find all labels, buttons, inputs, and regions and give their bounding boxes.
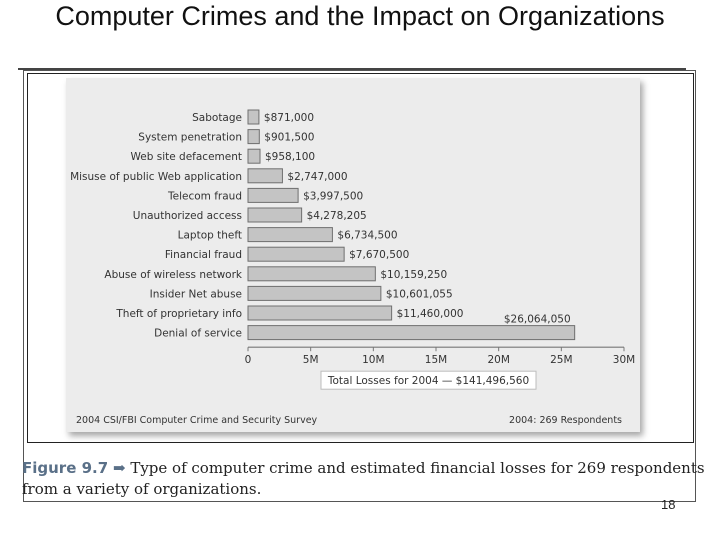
data-label: $2,747,000 — [287, 171, 347, 183]
category-label: Theft of proprietary info — [115, 308, 242, 320]
x-tick-label: 15M — [425, 354, 447, 366]
data-label: $901,500 — [264, 132, 314, 144]
category-label: System penetration — [138, 132, 242, 144]
total-losses-box — [320, 370, 537, 390]
bar-chart: Sabotage $871,000 System penetration $901,5… — [70, 109, 635, 426]
data-label: $958,100 — [265, 151, 315, 163]
bar — [247, 168, 283, 184]
category-label: Web site defacement — [131, 151, 242, 163]
data-label: $6,734,500 — [337, 230, 397, 242]
x-tick-label: 5M — [303, 354, 319, 366]
bar — [247, 325, 576, 341]
x-tick-label: 0 — [245, 354, 252, 366]
bar — [247, 187, 299, 203]
figure-caption: Figure 9.7 ➡ Type of computer crime and … — [22, 458, 712, 500]
source-note: 2004 CSI/FBI Computer Crime and Security… — [76, 415, 318, 426]
category-label: Misuse of public Web application — [70, 171, 242, 183]
total-losses-label: Total Losses for 2004 — $141,496,560 — [327, 375, 529, 387]
data-label: $871,000 — [264, 112, 314, 124]
x-tick-label: 20M — [487, 354, 509, 366]
category-label: Abuse of wireless network — [104, 269, 242, 281]
category-label: Unauthorized access — [133, 210, 242, 222]
bar — [247, 266, 376, 282]
data-label: $10,159,250 — [380, 269, 447, 281]
category-label: Financial fraud — [165, 249, 242, 261]
bar — [247, 109, 260, 125]
category-label: Telecom fraud — [167, 190, 242, 202]
bar — [247, 285, 382, 301]
caption-text: Type of computer crime and estimated fin… — [22, 459, 705, 498]
data-label: $4,278,205 — [307, 210, 367, 222]
bar — [247, 207, 303, 223]
data-label: $11,460,000 — [397, 308, 464, 320]
data-label: $26,064,050 — [504, 314, 571, 326]
data-label: $7,670,500 — [349, 249, 409, 261]
category-label: Laptop theft — [178, 230, 242, 242]
x-tick-label: 30M — [613, 354, 635, 366]
category-label: Denial of service — [154, 328, 242, 340]
data-label: $3,997,500 — [303, 190, 363, 202]
bar — [247, 227, 333, 243]
figure-label: Figure 9.7 — [22, 459, 109, 477]
bar — [247, 246, 345, 262]
arrow-icon: ➡ — [112, 459, 126, 477]
category-label: Insider Net abuse — [150, 288, 242, 300]
chart-panel: Sabotage $871,000 System penetration $901,5… — [66, 78, 640, 432]
bar — [247, 148, 261, 164]
x-tick-label: 10M — [362, 354, 384, 366]
respondents-note: 2004: 269 Respondents — [509, 415, 622, 426]
category-label: Sabotage — [192, 112, 242, 124]
slide-title: Computer Crimes and the Impact on Organi… — [55, 1, 665, 31]
data-label: $10,601,055 — [386, 288, 453, 300]
bar — [247, 129, 260, 145]
x-tick-label: 25M — [550, 354, 572, 366]
bar — [247, 305, 393, 321]
frame-top-rule — [18, 68, 686, 70]
page-number: 18 — [661, 497, 676, 512]
